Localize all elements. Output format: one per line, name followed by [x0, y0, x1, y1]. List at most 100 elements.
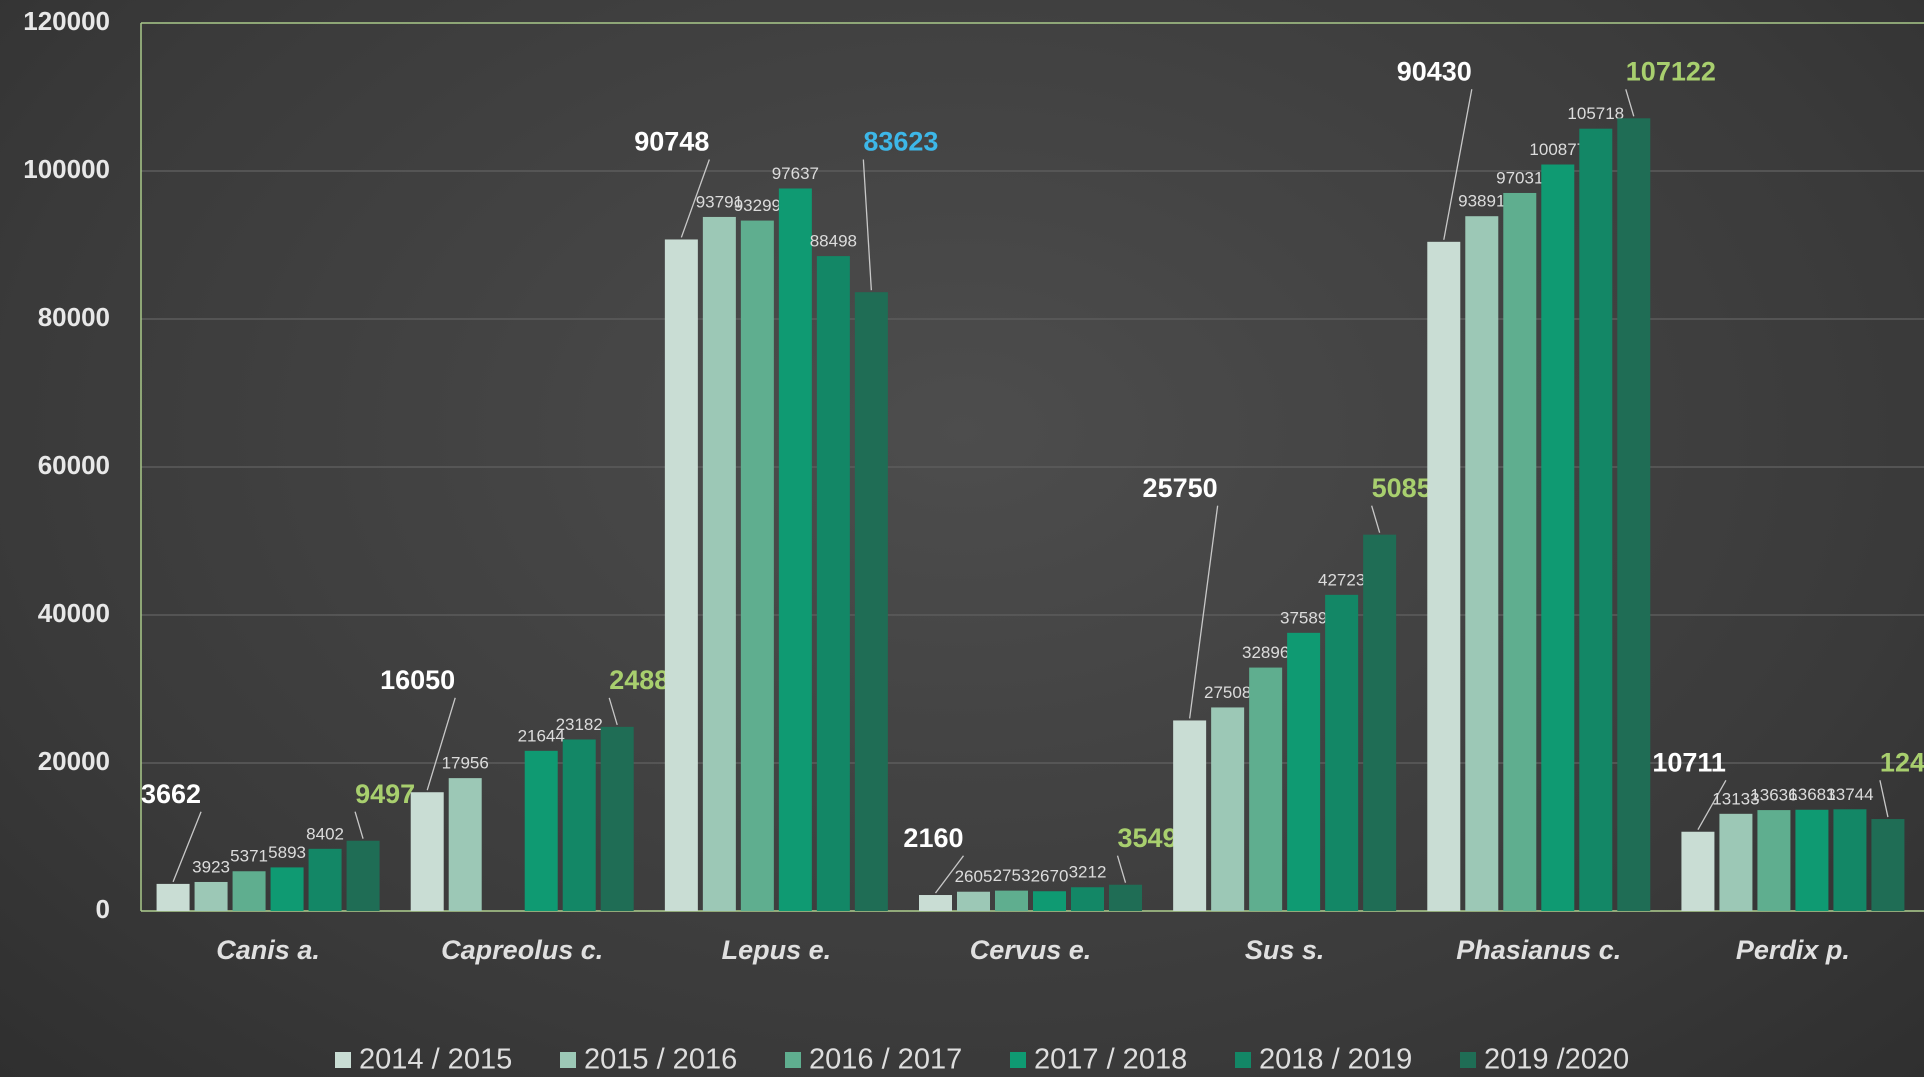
- bar: [957, 891, 990, 911]
- leader-line: [934, 855, 965, 894]
- bar: [1173, 720, 1207, 911]
- bar: [1541, 164, 1575, 911]
- data-label: 2160: [903, 823, 963, 853]
- x-tick-label: Cervus e.: [970, 935, 1092, 965]
- bar: [270, 867, 304, 911]
- bar: [1071, 887, 1104, 911]
- bar: [1465, 216, 1499, 911]
- y-tick-label: 40000: [38, 598, 110, 628]
- x-tick-label: Perdix p.: [1736, 935, 1850, 965]
- bar: [1503, 192, 1537, 912]
- data-label: 93299: [734, 196, 781, 215]
- data-label: 3662: [141, 779, 201, 809]
- data-label: 2605: [955, 867, 993, 886]
- bar: [1211, 707, 1245, 911]
- data-label: 107122: [1626, 56, 1716, 86]
- bar: [778, 188, 812, 911]
- data-label: 97031: [1496, 168, 1543, 187]
- leader-line: [1625, 89, 1635, 117]
- leader-line: [1697, 779, 1727, 831]
- bar: [702, 216, 736, 911]
- x-tick-label: Sus s.: [1245, 935, 1325, 965]
- data-label: 3923: [192, 857, 230, 876]
- bar: [919, 895, 952, 911]
- data-label: 17956: [442, 754, 489, 773]
- bar: [346, 840, 380, 911]
- data-label: 13133: [1712, 789, 1759, 808]
- bar: [1617, 118, 1651, 912]
- data-label: 88498: [810, 232, 857, 251]
- leader-line: [1188, 505, 1219, 719]
- data-label: 27508: [1204, 683, 1251, 702]
- legend-swatch: [1460, 1052, 1476, 1068]
- bar: [1427, 241, 1461, 911]
- legend-swatch: [335, 1052, 351, 1068]
- data-label: 105718: [1567, 104, 1624, 123]
- bar: [1681, 831, 1715, 911]
- bar: [1719, 813, 1753, 911]
- data-label: 5893: [268, 843, 306, 862]
- y-tick-label: 120000: [23, 6, 110, 36]
- data-label: 93791: [696, 192, 743, 211]
- data-label: 16050: [380, 665, 455, 695]
- data-label: 10711: [1652, 747, 1726, 777]
- data-label: 8402: [306, 824, 344, 843]
- y-tick-label: 0: [96, 894, 110, 924]
- bar: [1871, 819, 1905, 911]
- x-tick-label: Lepus e.: [722, 935, 832, 965]
- data-label: 3212: [1069, 863, 1107, 882]
- bar: [308, 848, 342, 911]
- legend-swatch: [1010, 1052, 1026, 1068]
- bar: [740, 220, 774, 911]
- data-label: 13636: [1750, 786, 1797, 805]
- data-label: 97637: [772, 164, 819, 183]
- leader-line: [1116, 855, 1127, 883]
- bar: [1795, 809, 1829, 911]
- legend-swatch: [1235, 1052, 1251, 1068]
- data-label: 2753: [993, 866, 1031, 885]
- bar: [448, 778, 482, 911]
- leader-line: [426, 697, 456, 791]
- leader-line: [1879, 780, 1889, 818]
- data-label: 100877: [1529, 140, 1586, 159]
- bar: [232, 871, 266, 911]
- legend-label: 2018 / 2019: [1259, 1044, 1412, 1076]
- bar: [1363, 534, 1397, 911]
- data-label: 5371: [230, 847, 268, 866]
- x-tick-label: Capreolus c.: [441, 935, 603, 965]
- bar: [600, 726, 634, 911]
- data-label: 13683: [1788, 785, 1835, 804]
- bar: [1033, 891, 1066, 911]
- data-label: 12425: [1880, 747, 1924, 777]
- x-tick-label: Phasianus c.: [1456, 935, 1621, 965]
- legend-swatch: [560, 1052, 576, 1068]
- bar: [995, 890, 1028, 911]
- bar: [1757, 810, 1791, 911]
- data-label: 25750: [1143, 473, 1218, 503]
- leader-line: [1371, 505, 1381, 533]
- bar: [156, 883, 190, 911]
- legend-label: 2016 / 2017: [809, 1044, 962, 1076]
- data-label: 42723: [1318, 570, 1365, 589]
- bar: [854, 292, 888, 911]
- leader-line: [608, 697, 618, 726]
- leader-line: [862, 159, 873, 291]
- bar: [1249, 667, 1283, 911]
- y-tick-label: 60000: [38, 450, 110, 480]
- bar: [664, 239, 698, 912]
- legend-label: 2014 / 2015: [359, 1044, 512, 1076]
- legend-label: 2019 /2020: [1484, 1044, 1629, 1076]
- data-label: 2670: [1031, 867, 1069, 886]
- y-tick-label: 80000: [38, 302, 110, 332]
- bar: [1833, 809, 1867, 911]
- data-label: 83623: [863, 127, 938, 157]
- leader-line: [1443, 89, 1473, 240]
- data-label: 3549: [1118, 823, 1178, 853]
- bar: [1579, 128, 1613, 912]
- data-label: 90748: [634, 127, 709, 157]
- data-label: 21644: [518, 726, 565, 745]
- leader-line: [172, 811, 202, 883]
- data-label: 37589: [1280, 608, 1327, 627]
